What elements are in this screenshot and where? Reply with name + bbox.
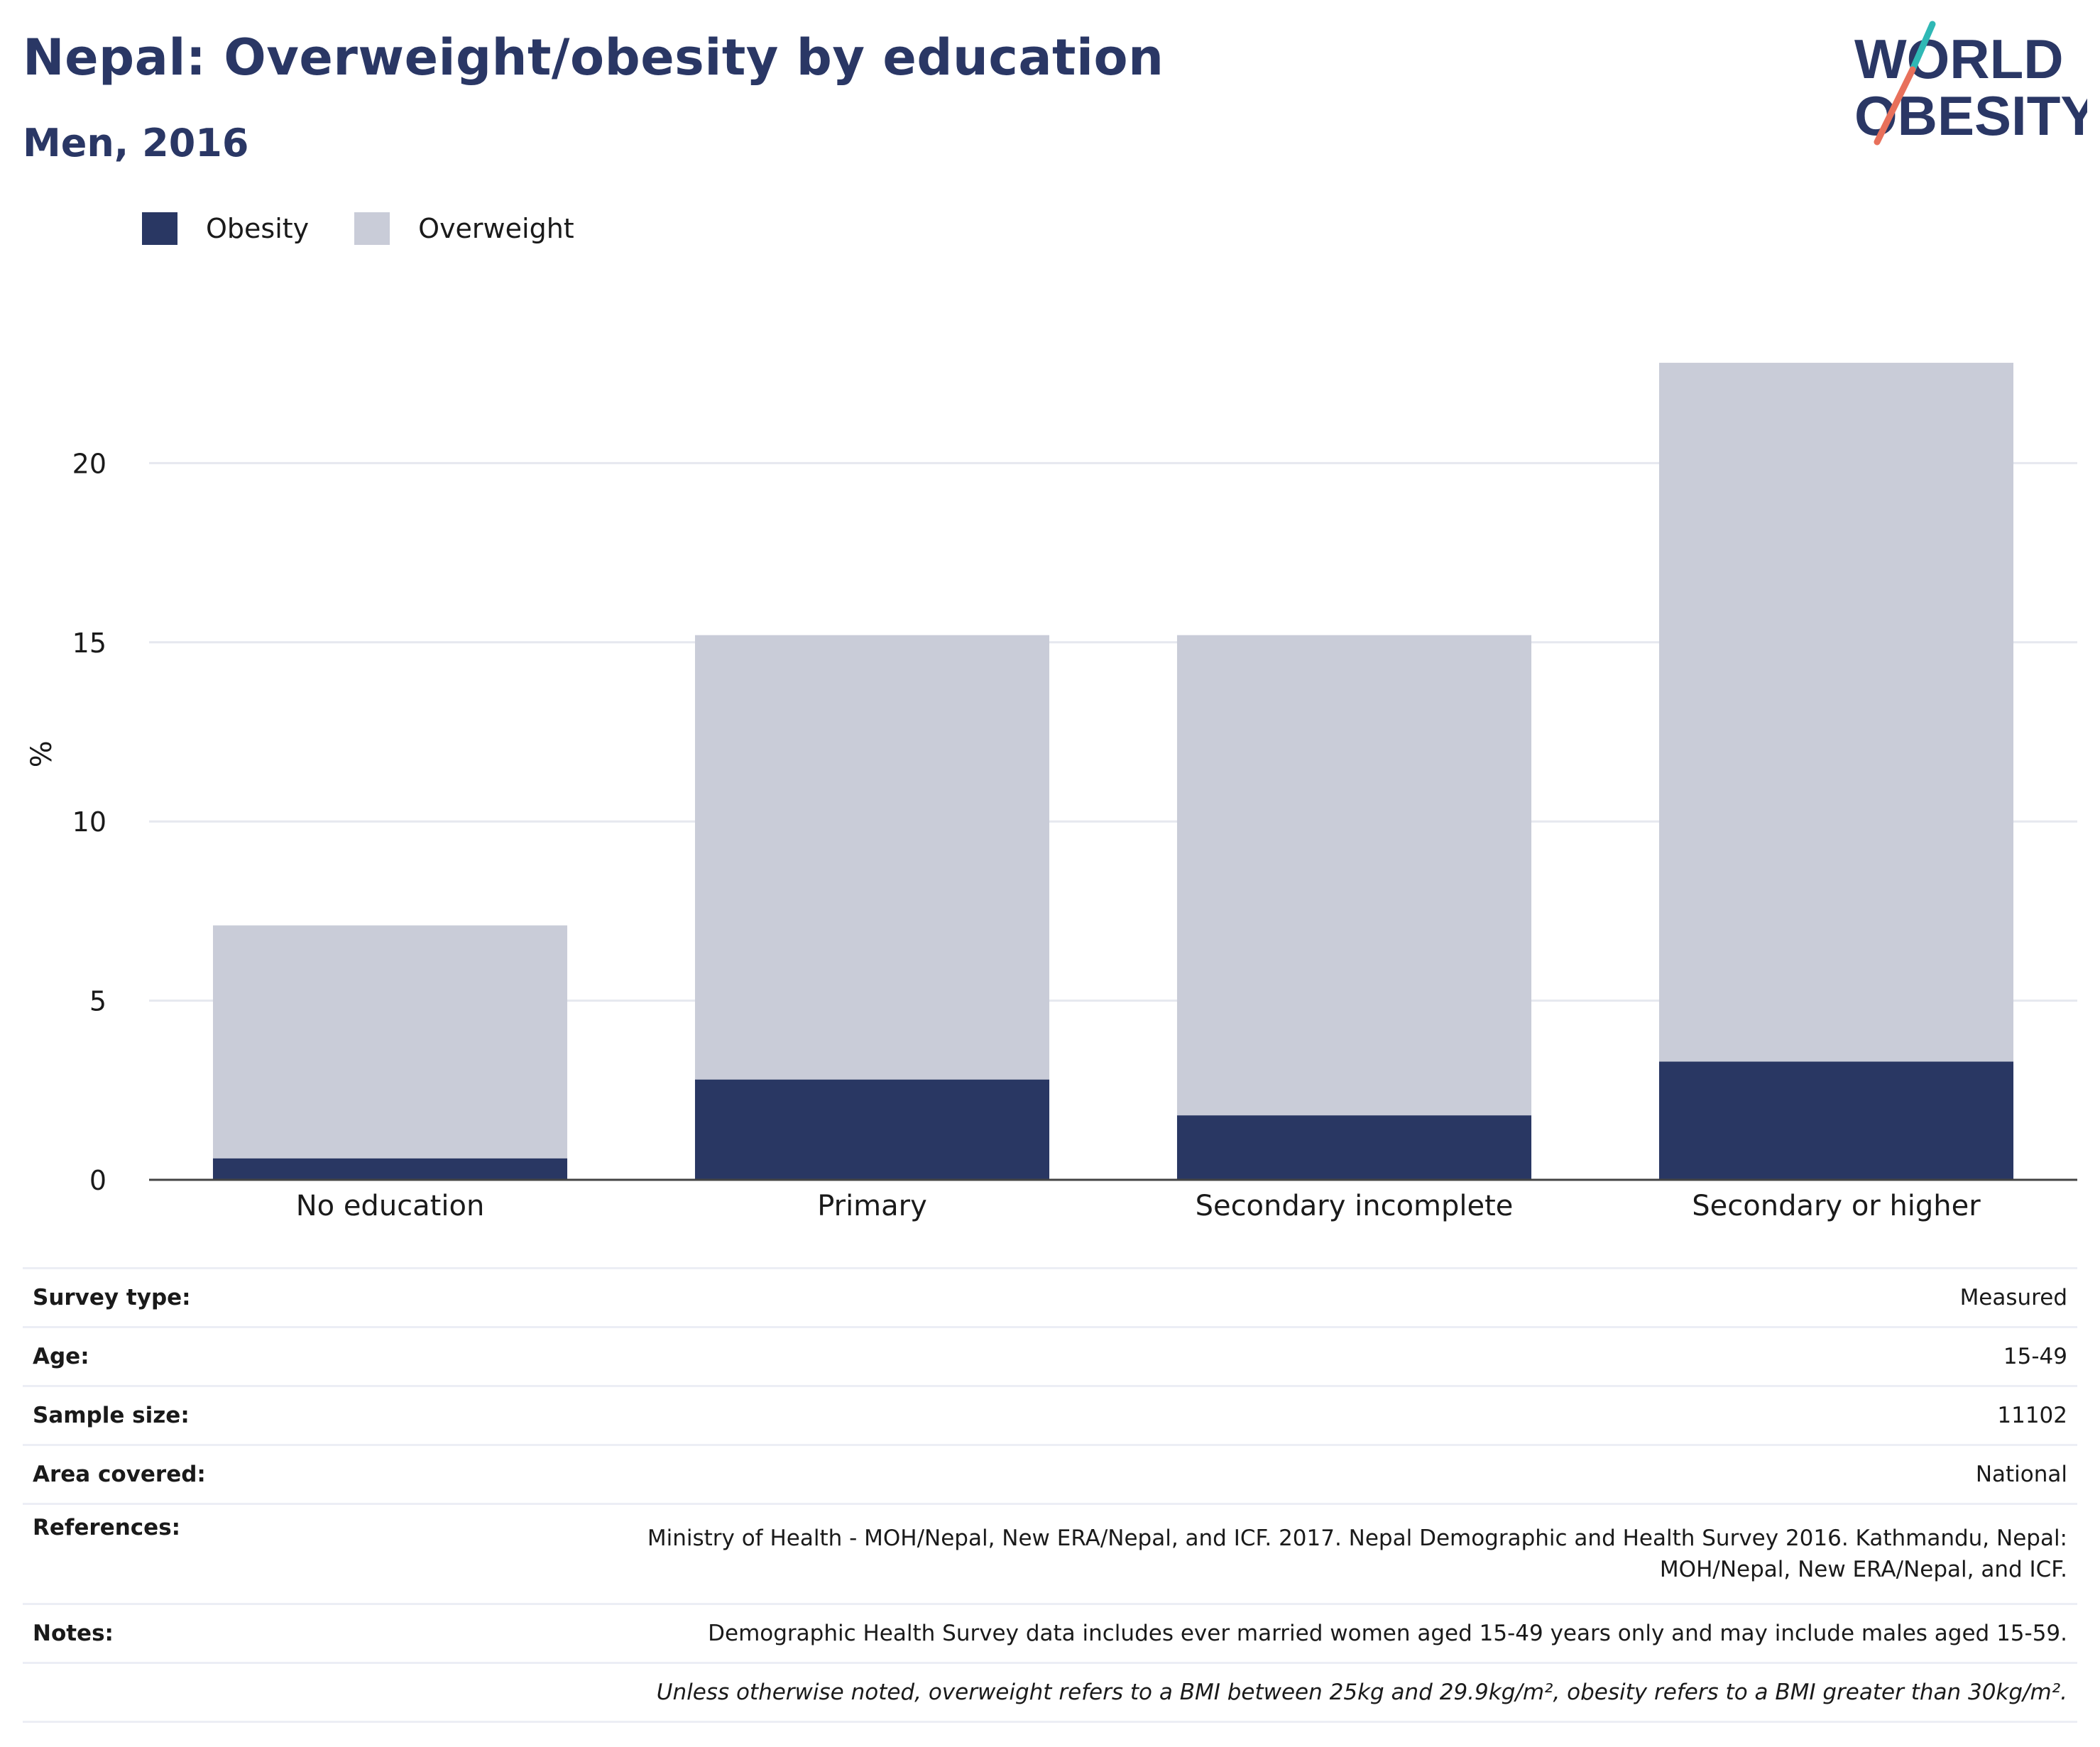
legend-label-obesity: Obesity bbox=[206, 213, 310, 244]
bar-chart: 0 5 10 15 20% No education Primary Secondary in… bbox=[26, 363, 2077, 1222]
legend-swatch-obesity bbox=[142, 212, 177, 245]
bar-overweight-2 bbox=[1176, 635, 1532, 1116]
legend-item-overweight[interactable]: Overweight bbox=[354, 212, 574, 245]
x-tick-label-1: Primary bbox=[817, 1190, 927, 1222]
sample-size-label: Sample size: bbox=[23, 1386, 341, 1446]
bar-overweight-3 bbox=[1658, 363, 2014, 1062]
y-tick-label-5: 5 bbox=[89, 986, 106, 1017]
chart-legend: Obesity Overweight bbox=[142, 210, 620, 247]
logo-slash-teal bbox=[1909, 21, 1936, 73]
x-tick-label-2: Secondary incomplete bbox=[1196, 1190, 1514, 1222]
world-obesity-logo: WORLD OBESITY bbox=[1854, 21, 2087, 147]
references-label: References: bbox=[23, 1504, 341, 1605]
bar-obesity-0 bbox=[212, 1158, 568, 1180]
y-tick-label-0: 0 bbox=[89, 1165, 106, 1196]
info-row-survey-type: Survey type: Measured bbox=[23, 1267, 2077, 1328]
legend-item-obesity[interactable]: Obesity bbox=[142, 212, 309, 245]
age-label: Age: bbox=[23, 1327, 341, 1387]
y-tick-label-15: 15 bbox=[72, 628, 106, 659]
bmi-footnote: Unless otherwise noted, overweight refer… bbox=[23, 1663, 2077, 1723]
bars bbox=[212, 363, 2014, 1180]
area-covered-value: National bbox=[341, 1445, 2077, 1505]
y-axis-label: % bbox=[26, 740, 58, 767]
info-row-footnote: Unless otherwise noted, overweight refer… bbox=[23, 1663, 2077, 1723]
info-row-age: Age: 15-49 bbox=[23, 1327, 2077, 1387]
bar-obesity-1 bbox=[694, 1079, 1050, 1180]
logo-slash-coral bbox=[1874, 66, 1916, 146]
sample-size-value: 11102 bbox=[341, 1386, 2077, 1446]
area-covered-label: Area covered: bbox=[23, 1445, 341, 1505]
references-line-2: MOH/Nepal, New ERA/Nepal, and ICF. bbox=[1659, 1557, 2067, 1582]
info-row-references: References: Ministry of Health - MOH/Nep… bbox=[23, 1504, 2077, 1605]
survey-type-value: Measured bbox=[341, 1267, 2077, 1328]
bar-overweight-0 bbox=[212, 925, 568, 1159]
notes-value: Demographic Health Survey data includes … bbox=[341, 1604, 2077, 1664]
info-row-notes: Notes: Demographic Health Survey data in… bbox=[23, 1604, 2077, 1664]
references-value: Ministry of Health - MOH/Nepal, New ERA/… bbox=[341, 1504, 2077, 1605]
info-row-area-covered: Area covered: National bbox=[23, 1445, 2077, 1505]
legend-swatch-overweight bbox=[354, 212, 390, 245]
axes: 0 5 10 15 20% No education Primary Secondary in… bbox=[26, 448, 2077, 1222]
y-tick-label-20: 20 bbox=[72, 448, 106, 479]
notes-label: Notes: bbox=[23, 1604, 341, 1664]
age-value: 15-49 bbox=[341, 1327, 2077, 1387]
chart-subtitle: Men, 2016 bbox=[23, 121, 249, 165]
y-tick-label-10: 10 bbox=[72, 806, 106, 838]
chart-title: Nepal: Overweight/obesity by education bbox=[23, 28, 1164, 87]
logo-text-world: WORLD bbox=[1854, 28, 2064, 90]
x-tick-label-3: Secondary or higher bbox=[1692, 1190, 1981, 1222]
info-row-sample-size: Sample size: 11102 bbox=[23, 1386, 2077, 1446]
references-line-1: Ministry of Health - MOH/Nepal, New ERA/… bbox=[647, 1526, 2067, 1551]
bar-obesity-2 bbox=[1176, 1115, 1532, 1180]
bar-obesity-3 bbox=[1658, 1061, 2014, 1180]
survey-info-table: Survey type: Measured Age: 15-49 Sample … bbox=[23, 1267, 2077, 1723]
survey-type-label: Survey type: bbox=[23, 1267, 341, 1328]
bar-overweight-1 bbox=[694, 635, 1050, 1080]
legend-label-overweight: Overweight bbox=[418, 213, 574, 244]
x-tick-label-0: No education bbox=[296, 1190, 485, 1222]
